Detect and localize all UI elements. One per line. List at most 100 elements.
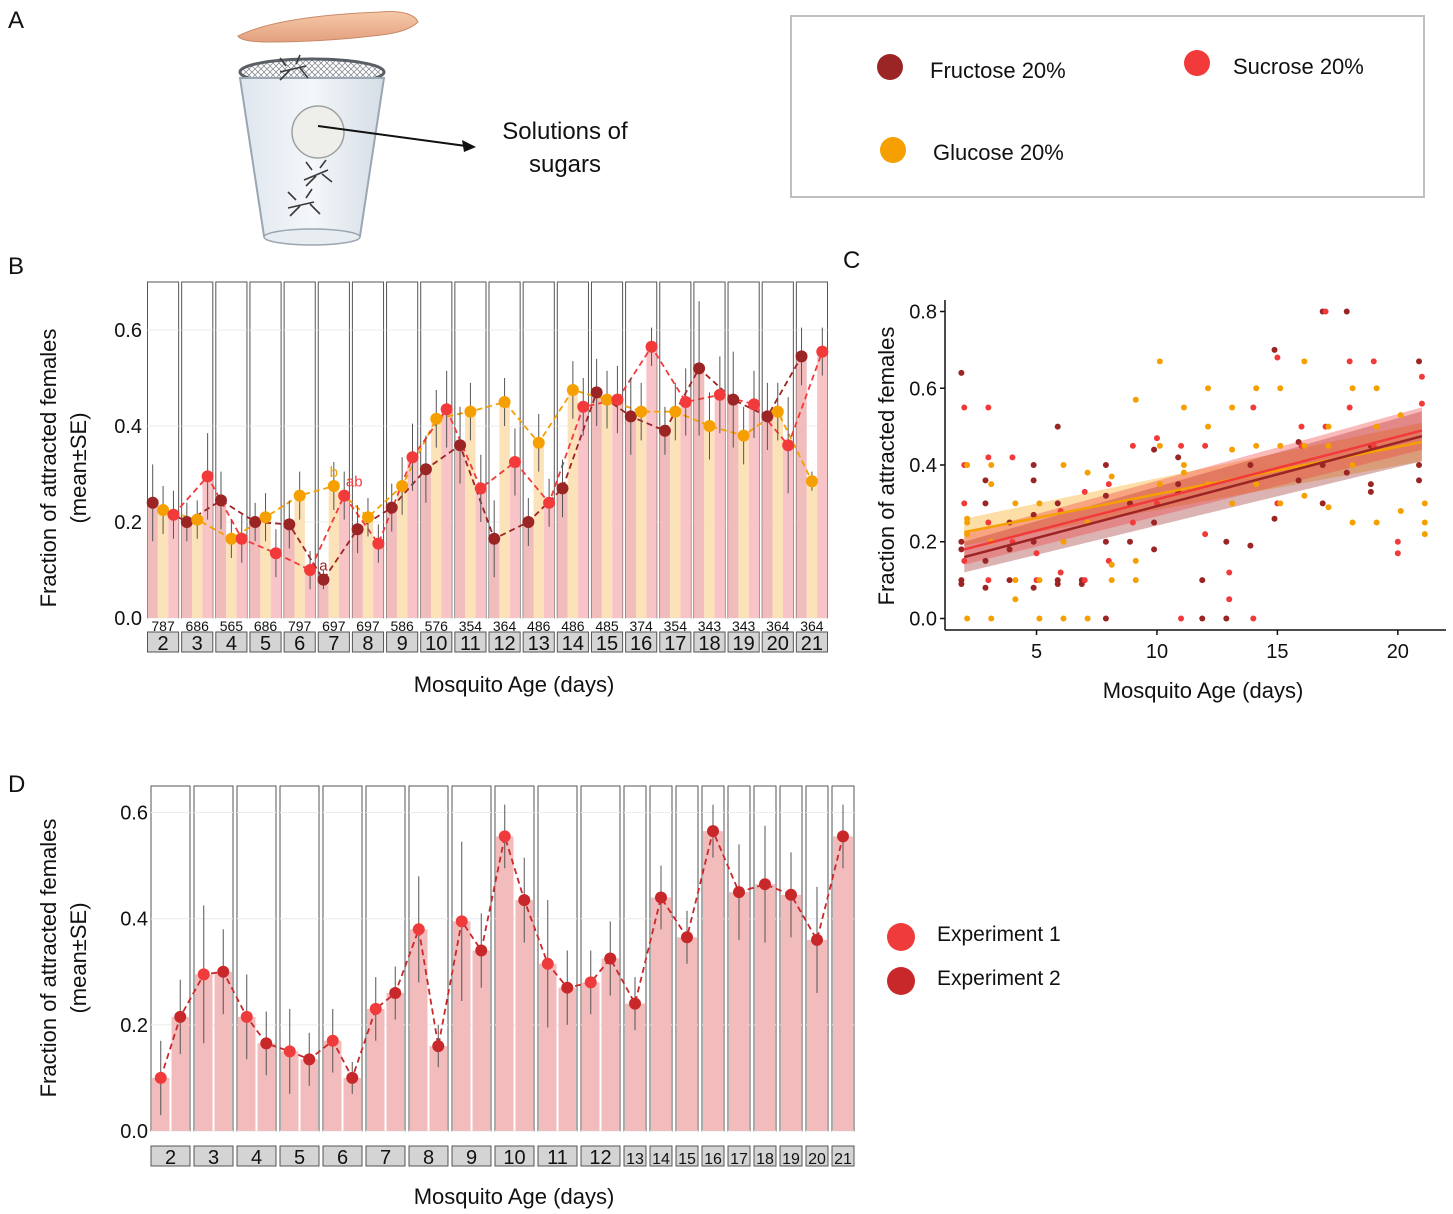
panel-b-point [703,420,716,432]
panel-d-bar [729,892,749,1131]
sugar-legend-box [790,15,1425,198]
panel-d-strip-label: 14 [652,1151,670,1168]
panel-d-strip-label: 10 [503,1147,525,1169]
pointer-arrowhead [462,140,476,152]
panel-c-ytick-label: 0.8 [909,302,937,324]
panel-b-strip [761,631,794,653]
panel-c-point [1102,462,1109,468]
panel-b-point [454,439,467,452]
panel-d-strip-label: 3 [208,1147,219,1169]
panel-d-point [759,878,771,891]
panel-b-bar [147,502,158,618]
panel-d-bar [601,958,619,1131]
panel-c-point [1253,385,1260,392]
panel-d-point [303,1053,316,1066]
panel-c-fit-line [963,429,1423,551]
panel-b-bar [226,538,237,618]
panel-c-point [1012,596,1019,603]
panel-c-point [1009,454,1016,461]
panel-c-point [958,580,965,587]
panel-b-strip [386,631,419,653]
panel-c-point [1394,538,1401,545]
sugar-legend: Fructose 20% Sucrose 20% Glucose 20% [790,15,1425,198]
panel-c-point [1346,404,1353,411]
panel-d-strip-label: 6 [337,1147,348,1169]
panel-d-bar [651,897,671,1131]
panel-c-point [1416,462,1423,468]
panel-d-bar [343,1077,361,1131]
panel-d-bar [472,950,490,1131]
panel-b-series-line [172,345,824,572]
panel-c-point [1301,442,1308,449]
panel-c-point [1247,462,1254,468]
panel-c-point [1271,346,1278,353]
panel-d-bar [833,836,853,1131]
panel-c: C Fraction of attracted females 0.00.20.… [843,247,1446,703]
panel-b-strip-label: 20 [767,633,789,655]
panel-b-point [679,396,692,408]
panel-d-point [412,923,425,936]
panel-b-strip-label: 3 [192,633,203,655]
panel-b-bar [192,519,203,618]
panel-c-point [988,481,995,488]
panel-d-point [432,1040,445,1053]
panel-c-point [988,462,995,468]
panel-c-point [1030,477,1037,484]
panel-c-point [982,584,989,591]
panel-b-point [556,482,569,495]
panel-d-bar [781,894,801,1131]
panel-c-point [1202,531,1209,538]
panel-c-point [1322,308,1329,315]
panel-c-point [1081,577,1088,584]
panel-c-point [1180,404,1187,411]
panel-c-point [985,454,992,461]
panel-b-strip-label: 15 [596,633,618,655]
panel-b-point [338,489,351,502]
panel-d: D Fraction of attracted females (mean±SE… [8,771,1061,1209]
panel-d-ylabel-line1: Fraction of attracted females [36,819,61,1098]
panel-c-point [1373,423,1380,430]
panel-c-point [1229,446,1236,453]
panel-d-strip-label: 19 [782,1151,800,1168]
panel-b-point [430,412,443,425]
panel-c-point [1175,481,1182,488]
panel-b-significance-letter: a [319,558,328,575]
panel-b-point [748,398,761,411]
panel-d-point [389,987,402,999]
panel-c-points [958,308,1428,622]
panel-b-ylabel-line2: (mean±SE) [66,412,91,523]
panel-b-bar [294,495,305,618]
panel-b-point [713,388,726,401]
panel-d-point [541,957,554,970]
panel-b-point [635,405,648,418]
panel-c-point [1277,500,1284,507]
panel-b-point [611,393,624,406]
panel-b-point [498,396,511,408]
panel-b-point [761,410,774,423]
panel-b-bar [215,500,227,618]
panel-d-point [475,944,488,957]
panel-b-point [317,573,330,586]
panel-c-ytick-label: 0.4 [909,455,937,477]
panel-c-point [1325,442,1332,449]
panel-b-ytick-label: 0.4 [114,416,142,438]
panel-b-bar [168,514,179,618]
panel-b-bar [806,481,818,618]
panel-b-bar [762,416,773,618]
panel-c-point [1253,481,1260,488]
panel-b-points [146,301,829,590]
cup-label-line1: Solutions of [502,118,628,145]
panel-b-significance-letter: ab [346,474,363,491]
panel-c-point [1057,569,1064,576]
panel-b-strip [420,631,453,653]
panel-d-bar [755,884,775,1131]
panel-c-point [1205,385,1212,392]
panel-d-point [733,886,745,899]
panel-c-point [1367,488,1374,495]
panel-d-point [346,1071,359,1084]
panel-b-series-line [162,388,813,540]
panel-b-strip [693,631,726,653]
panel-c-xtick-label: 5 [1031,641,1042,663]
panel-b-ylabel: Fraction of attracted females (mean±SE) [36,329,91,608]
panel-d-bar [367,1008,385,1131]
